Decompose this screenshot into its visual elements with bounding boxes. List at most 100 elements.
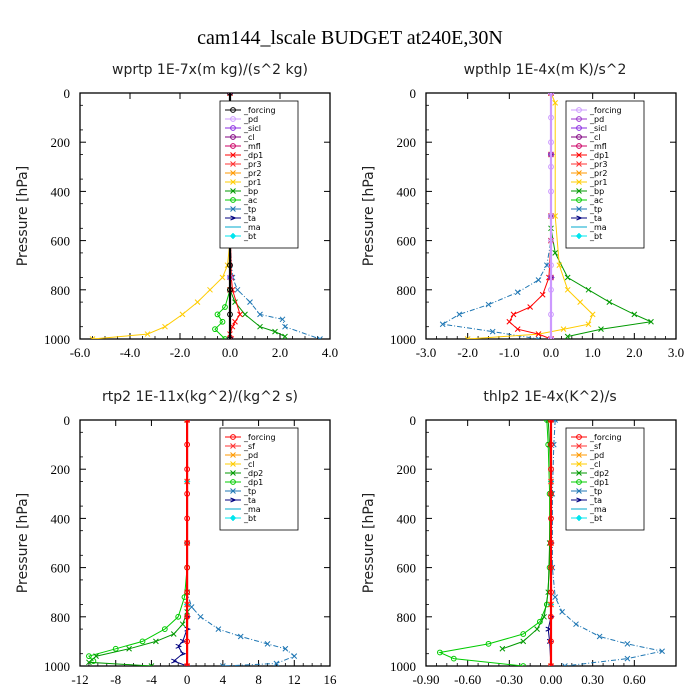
legend-label: _dp1 <box>243 478 263 487</box>
x-tick-label: -0.90 <box>412 672 439 687</box>
series-point <box>184 589 191 596</box>
legend-marker <box>576 197 582 203</box>
y-tick-label: 1000 <box>390 659 416 674</box>
series-point <box>520 631 527 637</box>
x-tick-label: -1.0 <box>499 345 520 360</box>
legend-label: _dp2 <box>589 469 609 478</box>
series-point <box>535 277 542 283</box>
series-point <box>548 441 554 448</box>
y-tick-label: 800 <box>397 610 417 625</box>
series-point <box>282 645 289 652</box>
legend-marker <box>576 215 583 221</box>
series-point <box>179 621 186 628</box>
series-point <box>153 638 159 645</box>
legend-marker <box>230 452 236 458</box>
series-point <box>126 645 132 652</box>
x-tick-label: 1.0 <box>585 345 601 360</box>
legend-label: _bt <box>243 232 256 241</box>
series-point <box>631 311 638 318</box>
y-tick-label: 800 <box>51 610 71 625</box>
legend-label: _pr3 <box>243 160 261 169</box>
legend-marker <box>576 470 582 476</box>
series-line <box>502 420 552 650</box>
y-tick-label: 800 <box>51 283 71 298</box>
legend-marker <box>230 143 236 149</box>
series-point <box>257 311 263 318</box>
legend-label: _pd <box>243 451 258 460</box>
series-point <box>237 311 243 318</box>
legend-label: _forcing <box>243 433 276 442</box>
series-point <box>279 316 286 323</box>
series-point <box>439 321 446 328</box>
legend-label: _ta <box>243 214 256 223</box>
x-tick-label: 16 <box>324 672 338 687</box>
legend-marker <box>230 461 236 467</box>
legend-marker <box>230 134 236 140</box>
y-tick-label: 1000 <box>44 659 70 674</box>
legend-label: _dp2 <box>243 469 263 478</box>
legend-box <box>565 427 645 531</box>
series-point <box>207 286 213 293</box>
legend-label: _pr1 <box>243 178 261 187</box>
series-point <box>548 213 554 219</box>
legend-marker <box>576 152 582 158</box>
legend-label: _sf <box>243 442 255 451</box>
series-line <box>551 420 663 666</box>
series-point <box>179 651 187 657</box>
legend-marker <box>230 443 236 449</box>
legend-marker <box>230 107 236 113</box>
legend-marker <box>229 232 237 240</box>
series-point <box>548 420 554 423</box>
legend-marker <box>576 497 583 503</box>
x-tick-label: 3.0 <box>668 345 684 360</box>
series-point <box>534 626 540 632</box>
legend-label: _sicl <box>243 124 261 133</box>
series-point <box>227 311 233 318</box>
legend-marker <box>575 232 583 240</box>
series-point <box>179 311 186 318</box>
series-point <box>144 331 151 337</box>
legend-label: _tp <box>243 487 256 496</box>
series-point <box>219 318 226 325</box>
y-axis-label: Pressure [hPa] <box>361 493 377 593</box>
series-point <box>184 441 191 448</box>
series-point <box>548 638 554 645</box>
legend-marker <box>230 434 236 440</box>
legend-marker <box>230 497 237 503</box>
y-tick-label: 0 <box>410 413 417 428</box>
y-tick-label: 200 <box>397 462 417 477</box>
series-point <box>175 613 182 620</box>
series-point <box>556 262 563 269</box>
series-point <box>548 515 554 522</box>
series-point <box>227 336 233 339</box>
series-point <box>184 515 191 522</box>
y-tick-label: 400 <box>397 184 417 199</box>
chart-title: wpthlp 1E-4x(m K)/s^2 <box>464 62 627 78</box>
series-point <box>194 299 201 305</box>
series-point <box>552 420 559 423</box>
x-tick-label: 0.00 <box>540 672 563 687</box>
y-tick-label: 200 <box>51 462 71 477</box>
series-point <box>162 323 168 330</box>
series-point <box>514 289 521 296</box>
series-line <box>438 420 551 666</box>
x-tick-label: 0 <box>184 672 191 687</box>
legend-label: _pd <box>589 451 604 460</box>
legend-marker <box>576 125 582 131</box>
legend-marker <box>230 188 236 194</box>
legend-marker <box>230 179 236 185</box>
chart-panel: wprtp 1E-7x(m kg)/(s^2 kg) Pressure [hPa]… <box>15 62 338 360</box>
y-tick-label: 400 <box>397 511 417 526</box>
legend-label: _tp <box>589 487 602 496</box>
legend-marker <box>576 434 582 440</box>
y-tick-label: 600 <box>397 234 417 249</box>
series-point <box>559 609 565 615</box>
legend-marker <box>230 206 236 212</box>
series-point <box>112 645 119 652</box>
x-tick-label: -4 <box>146 672 157 687</box>
legend-label: _dp1 <box>589 478 609 487</box>
series-point <box>506 318 513 325</box>
legend-label: _pd <box>589 115 604 124</box>
series-point <box>520 638 527 645</box>
series-point <box>596 633 603 640</box>
